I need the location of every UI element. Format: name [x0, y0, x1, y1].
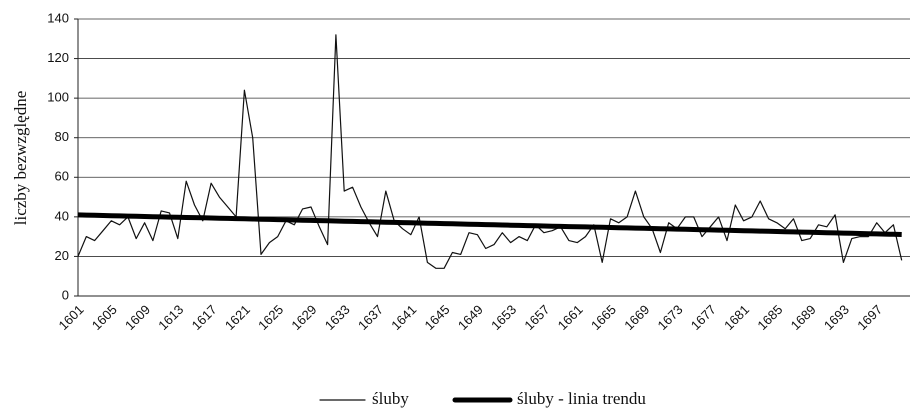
x-tick-label: 1613: [155, 302, 186, 333]
x-tick-label: 1641: [388, 302, 419, 333]
x-tick-label: 1689: [788, 302, 819, 333]
data-line: [77, 212, 902, 237]
x-tick-label: 1621: [222, 302, 253, 333]
y-tick-label: 20: [55, 248, 69, 263]
x-tick-label: 1665: [588, 302, 619, 333]
x-tick-label: 1605: [89, 302, 120, 333]
y-tick-label: 0: [62, 287, 69, 302]
x-tick-label: 1625: [255, 302, 286, 333]
x-tick-label: 1633: [322, 302, 353, 333]
y-tick-label: 120: [47, 50, 69, 65]
y-axis-label: liczby bezwzględne: [11, 91, 30, 226]
x-tick-label: 1601: [55, 302, 86, 333]
x-tick-label: 1657: [521, 302, 552, 333]
y-tick-label: 100: [47, 90, 69, 105]
x-tick-label: 1645: [422, 302, 453, 333]
x-tick-label: 1629: [288, 302, 319, 333]
y-tick-label: 140: [47, 10, 69, 25]
x-tick-label: 1697: [854, 302, 885, 333]
x-tick-label: 1673: [655, 302, 686, 333]
legend-label: śluby - linia trendu: [517, 389, 646, 408]
y-tick-label: 40: [55, 208, 69, 223]
x-tick-label: 1685: [754, 302, 785, 333]
x-tick-label: 1661: [555, 302, 586, 333]
y-tick-label: 60: [55, 169, 69, 184]
x-tick-label: 1693: [821, 302, 852, 333]
y-tick-label: 80: [55, 129, 69, 144]
x-tick-label: 1649: [455, 302, 486, 333]
x-tick-label: 1669: [621, 302, 652, 333]
x-tick-label: 1637: [355, 302, 386, 333]
x-tick-label: 1609: [122, 302, 153, 333]
x-tick-label: 1677: [688, 302, 719, 333]
data-line: [77, 34, 903, 269]
x-tick-label: 1617: [189, 302, 220, 333]
legend-label: śluby: [372, 389, 409, 408]
x-tick-label: 1681: [721, 302, 752, 333]
x-tick-label: 1653: [488, 302, 519, 333]
